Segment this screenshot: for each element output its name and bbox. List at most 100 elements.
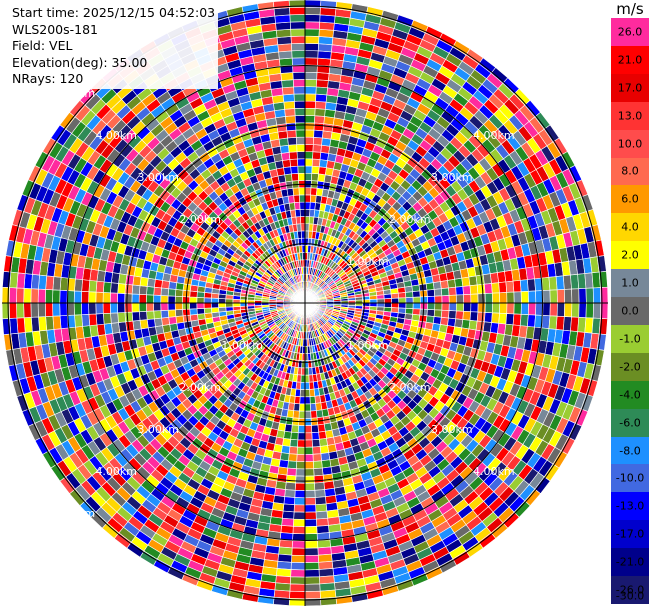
velocity-gate bbox=[304, 216, 310, 225]
velocity-gate bbox=[291, 540, 306, 549]
velocity-gate bbox=[463, 302, 472, 312]
velocity-gate bbox=[506, 302, 515, 315]
velocity-gate bbox=[288, 453, 298, 462]
velocity-gate bbox=[492, 292, 501, 304]
velocity-gate bbox=[290, 562, 306, 571]
velocity-gate bbox=[469, 311, 479, 322]
velocity-gate bbox=[218, 306, 227, 313]
velocity-gate bbox=[592, 302, 602, 319]
velocity-gate bbox=[304, 35, 320, 44]
velocity-gate bbox=[304, 381, 310, 390]
velocity-gate bbox=[404, 285, 413, 293]
velocity-gate bbox=[287, 460, 298, 470]
velocity-gate bbox=[470, 302, 479, 313]
velocity-gate bbox=[318, 438, 328, 447]
velocity-gate bbox=[174, 302, 183, 311]
velocity-gate bbox=[81, 314, 91, 327]
velocity-gate bbox=[316, 525, 330, 534]
velocity-gate bbox=[44, 289, 54, 304]
velocity-gate bbox=[286, 129, 297, 139]
velocity-gate bbox=[23, 287, 32, 304]
velocity-gate bbox=[280, 445, 291, 455]
velocity-gate bbox=[160, 309, 170, 319]
velocity-gate bbox=[102, 312, 112, 325]
velocity-gate bbox=[405, 302, 414, 309]
velocity-gate bbox=[556, 289, 566, 304]
velocity-gate bbox=[311, 158, 321, 168]
velocity-gate bbox=[320, 144, 331, 154]
velocity-gate bbox=[203, 297, 212, 304]
velocity-gate bbox=[225, 306, 234, 312]
velocity-gate bbox=[463, 294, 472, 304]
velocity-gate bbox=[317, 423, 326, 433]
velocity-gate bbox=[300, 374, 306, 383]
velocity-gate bbox=[397, 292, 407, 299]
velocity-gate bbox=[304, 490, 316, 499]
velocity-gate bbox=[294, 209, 301, 218]
velocity-gate bbox=[167, 295, 176, 304]
velocity-gate bbox=[124, 311, 134, 323]
velocity-gate bbox=[542, 302, 551, 317]
velocity-gate bbox=[211, 307, 220, 314]
velocity-gate bbox=[304, 158, 313, 167]
velocity-gate bbox=[160, 287, 170, 297]
velocity-gate bbox=[196, 307, 205, 315]
velocity-gate bbox=[369, 298, 378, 304]
velocity-gate bbox=[304, 518, 318, 527]
velocity-gate bbox=[110, 312, 119, 324]
velocity-gate bbox=[512, 313, 522, 326]
velocity-gate bbox=[110, 282, 119, 294]
velocity-gate bbox=[174, 295, 183, 304]
velocity-gate bbox=[74, 278, 83, 292]
velocity-gate bbox=[320, 452, 331, 462]
velocity-gate bbox=[427, 302, 436, 311]
velocity-gate bbox=[304, 187, 312, 196]
velocity-gate bbox=[405, 297, 414, 304]
velocity-gate bbox=[37, 288, 46, 304]
velocity-gate bbox=[131, 293, 140, 304]
velocity-gate bbox=[477, 302, 486, 313]
velocity-gate bbox=[304, 446, 314, 455]
velocity-gate bbox=[117, 283, 126, 294]
velocity-gate bbox=[304, 50, 319, 59]
velocity-gate bbox=[383, 298, 392, 304]
velocity-gate bbox=[279, 144, 290, 154]
velocity-gate bbox=[315, 402, 323, 411]
velocity-gate bbox=[109, 292, 118, 304]
velocity-gate bbox=[168, 316, 178, 325]
velocity-gate bbox=[304, 425, 313, 434]
velocity-gate bbox=[512, 280, 522, 293]
velocity-gate bbox=[484, 312, 493, 323]
velocity-gate bbox=[304, 136, 314, 145]
velocity-gate bbox=[174, 309, 184, 317]
velocity-gate bbox=[294, 201, 301, 211]
velocity-gate bbox=[289, 576, 306, 585]
velocity-gate bbox=[304, 360, 309, 369]
velocity-gate bbox=[292, 518, 306, 527]
velocity-gate bbox=[304, 223, 310, 232]
velocity-gate bbox=[117, 312, 126, 323]
velocity-gate bbox=[277, 553, 293, 563]
velocity-gate bbox=[95, 302, 104, 315]
velocity-gate bbox=[73, 302, 82, 316]
velocity-gate bbox=[296, 446, 306, 455]
velocity-gate bbox=[571, 288, 580, 304]
velocity-gate bbox=[564, 288, 573, 304]
velocity-gate bbox=[447, 278, 457, 289]
velocity-gate bbox=[232, 302, 241, 308]
velocity-gate bbox=[153, 310, 162, 320]
velocity-gate bbox=[124, 293, 133, 304]
velocity-gate bbox=[73, 290, 82, 304]
velocity-gate bbox=[391, 302, 400, 309]
velocity-gate bbox=[196, 302, 205, 309]
velocity-gate bbox=[44, 302, 54, 317]
velocity-gate bbox=[304, 569, 320, 578]
velocity-gate bbox=[317, 553, 333, 563]
velocity-gate bbox=[279, 539, 293, 549]
velocity-gate bbox=[571, 302, 580, 318]
velocity-gate bbox=[398, 302, 407, 309]
velocity-gate bbox=[304, 165, 313, 174]
velocity-gate bbox=[304, 122, 315, 131]
velocity-gate bbox=[314, 108, 326, 117]
velocity-gate bbox=[317, 43, 333, 53]
